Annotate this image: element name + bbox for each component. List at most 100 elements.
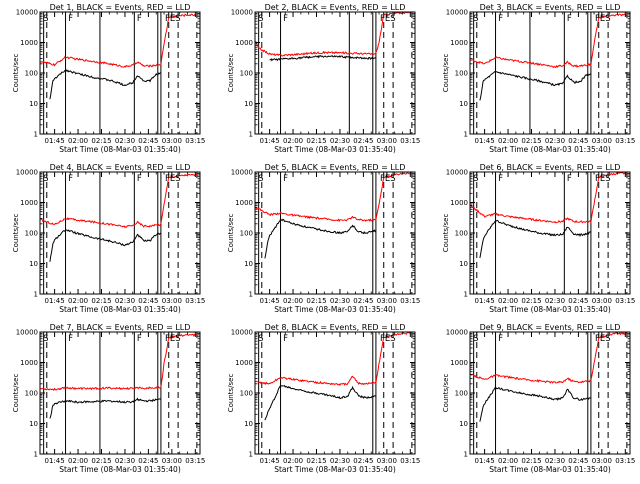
x-tick-label: 01:45 (474, 137, 494, 145)
y-axis-label: Counts/sec (12, 214, 20, 253)
x-tick-label: 03:15 (185, 297, 205, 305)
event-marker-label: F (283, 334, 288, 344)
event-marker-label: F (137, 174, 142, 184)
y-tick-label: 1000 (235, 39, 253, 47)
x-tick-label: 03:15 (400, 137, 420, 145)
x-tick-label: 01:45 (259, 457, 279, 465)
x-tick-label: 02:30 (115, 297, 135, 305)
plot-frame (39, 171, 201, 295)
x-tick-label: 02:30 (115, 457, 135, 465)
x-tick-label: 03:15 (185, 457, 205, 465)
y-tick-label: 10 (459, 100, 468, 108)
y-tick-label: 1000 (20, 359, 38, 367)
event-marker-label: S (473, 14, 478, 24)
panel-title: Det 9, BLACK = Events, RED = LLD (480, 323, 621, 332)
lld-series-line (255, 332, 413, 387)
x-tick-label: 02:30 (330, 457, 350, 465)
panel-title: Det 4, BLACK = Events, RED = LLD (50, 163, 191, 172)
x-tick-label: 02:15 (306, 137, 326, 145)
event-marker-label: F (283, 14, 288, 24)
x-tick-label: 02:45 (353, 137, 373, 145)
y-tick-label: 1 (464, 131, 468, 139)
y-tick-label: 10 (459, 420, 468, 428)
event-marker-label: FES (380, 14, 396, 24)
x-tick-label: 02:15 (91, 137, 111, 145)
panel-title: Det 6, BLACK = Events, RED = LLD (480, 163, 621, 172)
x-tick-label: 03:00 (162, 457, 182, 465)
event-marker-label: F (498, 174, 503, 184)
x-axis-label: Start Time (08-Mar-03 01:35:40) (274, 465, 396, 474)
panel-title: Det 5, BLACK = Events, RED = LLD (265, 163, 406, 172)
x-tick-label: 02:00 (498, 457, 518, 465)
plot-frame (254, 11, 416, 135)
x-tick-label: 02:00 (283, 457, 303, 465)
y-tick-label: 1 (249, 451, 253, 459)
x-tick-label: 02:15 (306, 457, 326, 465)
event-marker-label: FES (595, 334, 611, 344)
y-axis-label: Counts/sec (442, 374, 450, 413)
plot-frame (469, 171, 631, 295)
x-tick-label: 03:15 (400, 297, 420, 305)
y-tick-label: 100 (25, 230, 38, 238)
events-series-line (49, 69, 161, 100)
y-tick-label: 1 (249, 131, 253, 139)
y-tick-label: 10 (244, 100, 253, 108)
y-tick-label: 10 (244, 260, 253, 268)
event-marker-label: S (258, 334, 263, 344)
y-axis-label: Counts/sec (227, 214, 235, 253)
y-axis-label: Counts/sec (442, 54, 450, 93)
x-tick-label: 02:30 (545, 137, 565, 145)
x-tick-label: 03:00 (162, 297, 182, 305)
detector-panel: Det 6, BLACK = Events, RED = LLD 1 10 100 10… (442, 163, 635, 314)
y-tick-label: 1 (34, 291, 38, 299)
x-tick-label: 02:45 (138, 297, 158, 305)
x-tick-label: 01:45 (44, 137, 64, 145)
y-tick-label: 1 (464, 451, 468, 459)
plot-frame (39, 331, 201, 455)
detector-panel: Det 3, BLACK = Events, RED = LLD 1 10 100 10… (442, 3, 635, 154)
x-tick-label: 02:15 (306, 297, 326, 305)
event-marker-label: F (567, 14, 572, 24)
detector-panel: Det 9, BLACK = Events, RED = LLD 1 10 100 10… (442, 323, 635, 474)
x-tick-label: 02:30 (545, 297, 565, 305)
events-series-line (264, 218, 377, 259)
event-marker-label: F (68, 334, 73, 344)
x-tick-label: 02:45 (568, 137, 588, 145)
x-tick-label: 02:15 (521, 137, 541, 145)
x-axis-label: Start Time (08-Mar-03 01:35:40) (59, 465, 181, 474)
y-tick-label: 1000 (450, 39, 468, 47)
x-tick-label: 02:00 (498, 137, 518, 145)
x-tick-label: 02:30 (115, 137, 135, 145)
x-tick-label: 02:00 (68, 457, 88, 465)
x-tick-label: 02:45 (568, 457, 588, 465)
panel-title: Det 1, BLACK = Events, RED = LLD (50, 3, 191, 12)
x-tick-label: 03:00 (377, 137, 397, 145)
events-series-line (49, 397, 162, 419)
y-tick-label: 1 (249, 291, 253, 299)
x-tick-label: 01:45 (259, 297, 279, 305)
x-tick-label: 01:45 (474, 297, 494, 305)
event-marker-label: S (258, 174, 263, 184)
y-tick-label: 100 (240, 230, 253, 238)
detector-panel: Det 7, BLACK = Events, RED = LLD 1 10 100 10… (12, 323, 205, 474)
marker-lines (43, 12, 198, 134)
y-tick-label: 10000 (16, 329, 38, 337)
x-tick-label: 02:45 (353, 457, 373, 465)
y-tick-label: 100 (455, 390, 468, 398)
y-tick-label: 10000 (231, 329, 253, 337)
y-tick-label: 10 (244, 420, 253, 428)
marker-lines (473, 172, 628, 294)
events-series-line (479, 71, 592, 101)
lld-series-line (40, 173, 198, 229)
y-tick-label: 10000 (16, 169, 38, 177)
x-tick-label: 02:15 (521, 457, 541, 465)
event-marker-label: F (498, 334, 503, 344)
event-marker-label: F (137, 14, 142, 24)
x-tick-label: 03:00 (592, 457, 612, 465)
x-tick-label: 03:00 (377, 457, 397, 465)
event-marker-label: FES (165, 334, 181, 344)
events-series-line (49, 229, 162, 262)
x-tick-label: 01:45 (44, 297, 64, 305)
